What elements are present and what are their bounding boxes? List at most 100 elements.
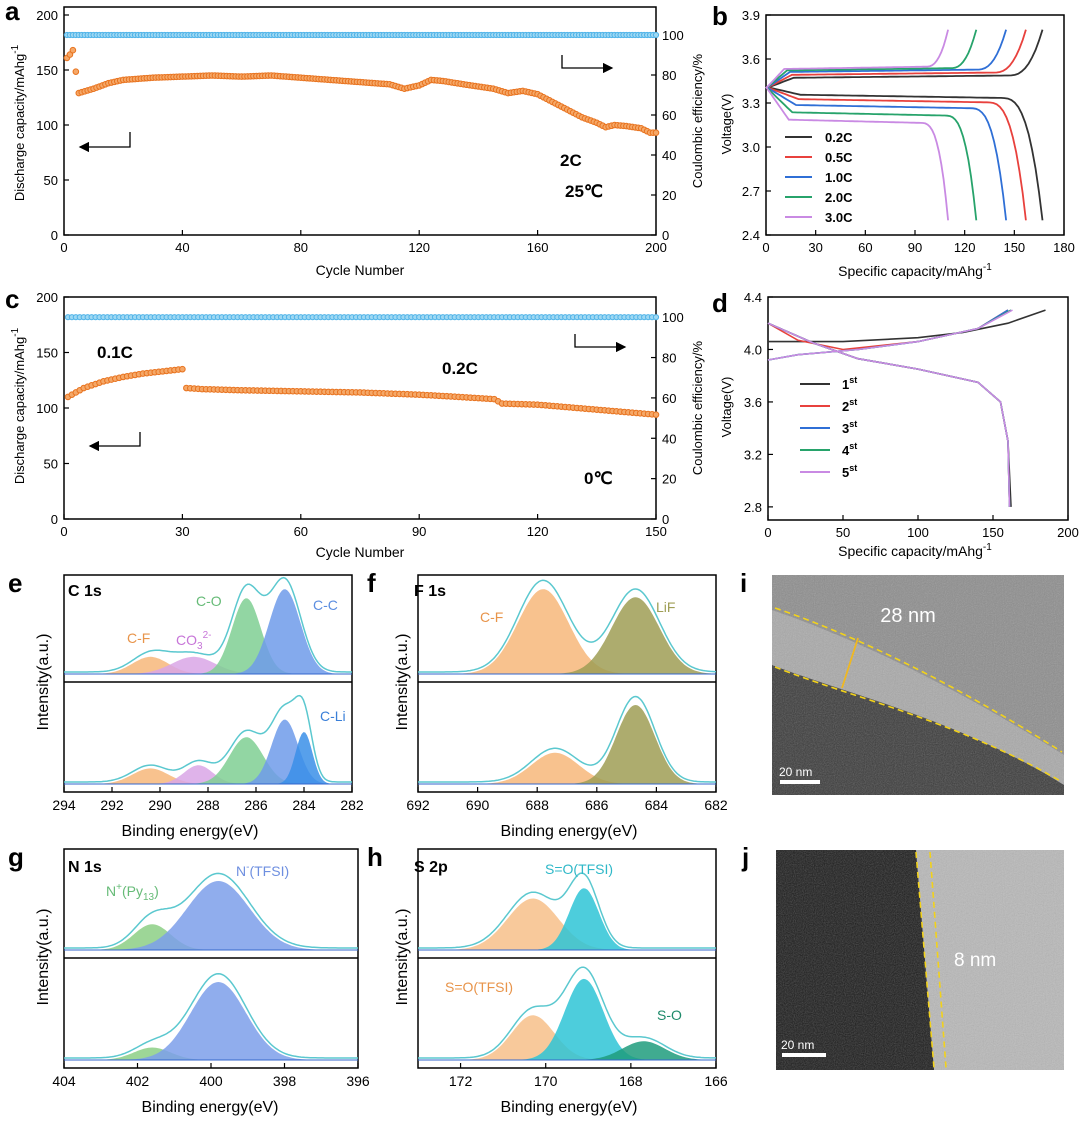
x-tick-label: 0 bbox=[764, 525, 771, 540]
fitted-peak bbox=[418, 1041, 716, 1060]
envelope-curve bbox=[418, 579, 717, 673]
legend-label-sup: st bbox=[849, 419, 857, 429]
y2-tick-label: 40 bbox=[662, 431, 676, 446]
discharge-curve bbox=[765, 86, 1007, 221]
y-tick-label: 200 bbox=[36, 290, 58, 305]
x-axis-label-b: Specific capacity/mAhg-1 bbox=[838, 262, 992, 279]
fitted-peak bbox=[418, 898, 716, 950]
x-tick-label: 400 bbox=[199, 1073, 223, 1089]
panel-label-g: g bbox=[8, 842, 24, 872]
y-tick-label: 100 bbox=[36, 401, 58, 416]
envelope-curve bbox=[64, 972, 358, 1059]
y-axis-label-b: Voltage(V) bbox=[719, 94, 734, 155]
plot-frame-d bbox=[767, 296, 1069, 521]
panel-label-d: d bbox=[712, 288, 728, 318]
y-axis-label-c-text: Discharge capacity/mAhg bbox=[12, 337, 27, 484]
xps-title-e: C 1s bbox=[68, 583, 102, 600]
y2-tick-label: 100 bbox=[662, 310, 684, 325]
x-tick-label: 402 bbox=[126, 1073, 150, 1089]
panel-e: e 294 292 290 288 286 284 282 C 1s Binding ene… bbox=[8, 568, 364, 840]
x-tick-label: 396 bbox=[346, 1073, 370, 1089]
discharge-curve bbox=[767, 322, 1011, 507]
x-axis-label-h: Binding energy(eV) bbox=[501, 1099, 638, 1116]
legend-label: 5st bbox=[842, 463, 857, 480]
annotation-01c: 0.1C bbox=[97, 343, 133, 362]
fitted-peak bbox=[418, 597, 716, 674]
y2-tick-label: 20 bbox=[662, 188, 676, 203]
peak-label-n-plus-sub: 13 bbox=[143, 892, 155, 903]
fitted-peak bbox=[64, 719, 352, 784]
discharge-curve bbox=[765, 86, 949, 221]
x-ticks-c: 0 30 60 90 120 150 bbox=[60, 514, 667, 539]
x-axis-label-b-text: Specific capacity/mAhg bbox=[838, 263, 983, 279]
arrow-left-c bbox=[88, 432, 141, 452]
panel-label-e: e bbox=[8, 568, 22, 598]
y-tick-label: 150 bbox=[36, 63, 58, 78]
legend-label-number: 5 bbox=[842, 465, 849, 480]
discharge-curve bbox=[767, 322, 1011, 507]
ce-point bbox=[652, 314, 660, 321]
x-tick-label: 0 bbox=[762, 240, 769, 255]
xps-title-h: S 2p bbox=[414, 859, 448, 876]
tem-texture-i bbox=[772, 575, 1064, 795]
legend-label-number: 1 bbox=[842, 377, 849, 392]
x-tick-label: 90 bbox=[412, 524, 426, 539]
x-axis-label-d-text: Specific capacity/mAhg bbox=[838, 543, 983, 559]
panel-b: b 0 30 60 90 120 150 180 2.4 2.7 3.0 3.3 3.6 3.9 0.… bbox=[712, 1, 1075, 279]
panel-f: f 692 690 688 686 684 682 F 1s Binding energy… bbox=[367, 568, 728, 840]
x-tick-label: 692 bbox=[406, 797, 430, 813]
x-tick-label: 150 bbox=[645, 524, 667, 539]
annotation-2c: 2C bbox=[560, 151, 582, 170]
y-tick-label: 4.0 bbox=[744, 342, 762, 357]
peak-label-c-li-e: C-Li bbox=[320, 708, 346, 724]
capacity-point bbox=[652, 129, 660, 136]
panel-j: j 8 nm 20 nm bbox=[741, 842, 1064, 1070]
x-tick-label: 160 bbox=[527, 240, 549, 255]
discharge-curve bbox=[765, 86, 1044, 221]
peak-label-n-tfsi-n: N bbox=[236, 863, 246, 879]
x-tick-label: 290 bbox=[148, 797, 172, 813]
fitted-peak bbox=[64, 656, 352, 674]
y-axis-label-c-sup: -1 bbox=[10, 327, 21, 336]
capacity-point bbox=[72, 68, 80, 75]
capacity-point bbox=[69, 46, 77, 54]
scale-bar-j bbox=[782, 1053, 826, 1057]
charge-curve bbox=[767, 309, 1012, 361]
y-axis-label-g: Intensity(a.u.) bbox=[35, 909, 52, 1006]
y2-tick-label: 0 bbox=[662, 512, 669, 527]
discharge-curve bbox=[767, 322, 1012, 507]
arrow-left-a bbox=[78, 132, 131, 153]
x-tick-label: 398 bbox=[273, 1073, 297, 1089]
y2-tick-label: 100 bbox=[662, 28, 684, 43]
charge-curve bbox=[767, 309, 1009, 361]
arrow-right-c bbox=[574, 334, 627, 353]
panel-h: h 172 170 168 166 S 2p Binding energy(eV) I… bbox=[367, 842, 728, 1116]
y-tick-label: 3.0 bbox=[742, 140, 760, 155]
fitted-peak bbox=[418, 705, 716, 784]
legend-label: 2.0C bbox=[825, 190, 853, 205]
x-tick-label: 180 bbox=[1053, 240, 1075, 255]
x-tick-label: 292 bbox=[100, 797, 124, 813]
rate-curves-b bbox=[765, 29, 1044, 221]
peak-label-c-c-e: C-C bbox=[313, 597, 338, 613]
legend-label-number: 3 bbox=[842, 421, 849, 436]
peak-label-co3-e: CO32- bbox=[176, 630, 211, 652]
legend-label-number: 4 bbox=[842, 443, 850, 458]
y-axis-label-a-text: Discharge capacity/mAhg bbox=[12, 54, 27, 201]
y-tick-label: 200 bbox=[36, 8, 58, 23]
y2-ticks-a: 0 20 40 60 80 100 bbox=[651, 28, 684, 243]
x-tick-label: 166 bbox=[704, 1073, 728, 1089]
peak-label-s-tfsi-bottom: S=O(TFSI) bbox=[445, 979, 513, 995]
peak-label-c-f-e: C-F bbox=[127, 630, 150, 646]
panel-label-f: f bbox=[367, 568, 376, 598]
panel-a: a 0 40 80 120 160 200 0 50 100 150 200 0 20 40 60 80 1… bbox=[5, 0, 705, 278]
y2-tick-label: 80 bbox=[662, 351, 676, 366]
x-tick-label: 294 bbox=[52, 797, 76, 813]
x-ticks-b: 0 30 60 90 120 150 180 bbox=[762, 230, 1075, 255]
y-tick-label: 100 bbox=[36, 118, 58, 133]
capacity-series-a bbox=[63, 46, 660, 136]
x-axis-label-g: Binding energy(eV) bbox=[142, 1099, 279, 1116]
peak-label-n-tfsi-sup: - bbox=[246, 862, 249, 873]
legend-label-sup: st bbox=[849, 375, 857, 385]
